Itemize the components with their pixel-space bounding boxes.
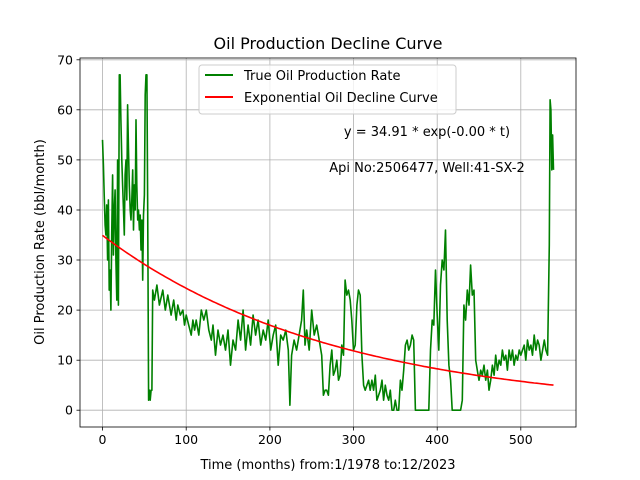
y-tick-label: 70 bbox=[57, 52, 73, 67]
legend-label-decline-curve: Exponential Oil Decline Curve bbox=[244, 91, 438, 106]
y-tick-label: 0 bbox=[65, 403, 73, 418]
y-tick-label: 20 bbox=[57, 303, 73, 318]
series-line-true-production bbox=[101, 74, 555, 411]
legend-label-true-rate: True Oil Production Rate bbox=[243, 69, 400, 84]
well-info-annotation: Api No:2506477, Well:41-SX-2 bbox=[329, 161, 525, 176]
y-tick-label: 60 bbox=[57, 102, 73, 117]
x-tick-label: 400 bbox=[425, 432, 449, 447]
x-tick-label: 300 bbox=[342, 432, 366, 447]
x-axis-label: Time (months) from:1/1978 to:12/2023 bbox=[199, 458, 455, 473]
y-tick-label: 10 bbox=[57, 353, 73, 368]
grid-lines bbox=[80, 58, 576, 427]
legend: True Oil Production Rate Exponential Oil… bbox=[198, 64, 457, 115]
x-tick-label: 0 bbox=[99, 432, 107, 447]
plot-frame bbox=[79, 57, 577, 428]
x-tick-label: 500 bbox=[509, 432, 533, 447]
y-tick-label: 30 bbox=[57, 253, 73, 268]
axis-ticks: 0 100 200 300 400 500 0 10 20 30 40 50 60 70 bbox=[57, 52, 533, 447]
series-layer bbox=[101, 74, 555, 411]
chart-title: Oil Production Decline Curve bbox=[214, 34, 443, 53]
legend-box bbox=[198, 64, 457, 115]
y-tick-label: 40 bbox=[57, 203, 73, 218]
y-axis-label: Oil Production Rate (bbl/month) bbox=[33, 139, 48, 345]
series-line-exponential-fit bbox=[102, 234, 554, 386]
y-tick-label: 50 bbox=[57, 152, 73, 167]
x-tick-label: 100 bbox=[174, 432, 198, 447]
equation-annotation: y = 34.91 * exp(-0.00 * t) bbox=[344, 125, 510, 140]
x-tick-label: 200 bbox=[258, 432, 282, 447]
